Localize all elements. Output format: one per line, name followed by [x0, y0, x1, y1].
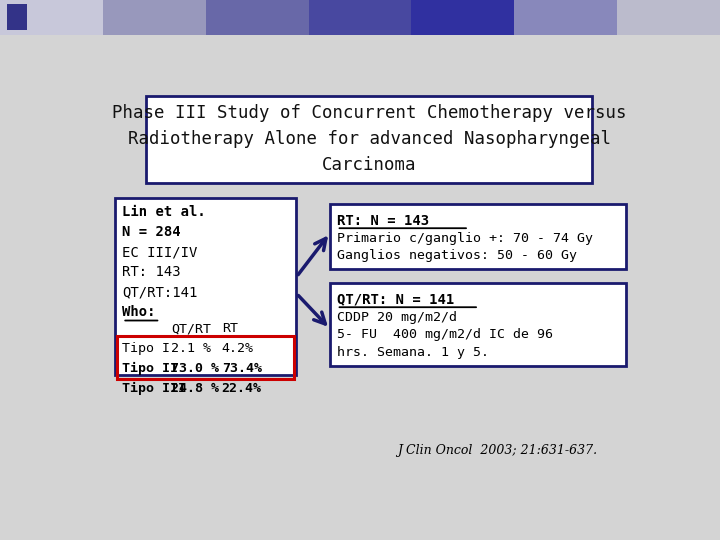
Text: RT: RT — [222, 322, 238, 335]
Text: 4.2%: 4.2% — [222, 342, 253, 355]
Bar — [0, 0, 103, 35]
FancyBboxPatch shape — [330, 283, 626, 366]
Text: hrs. Semana. 1 y 5.: hrs. Semana. 1 y 5. — [337, 346, 489, 359]
Text: Tipo I: Tipo I — [122, 342, 171, 355]
Text: Who:: Who: — [122, 305, 156, 319]
Text: 5- FU  400 mg/m2/d IC de 96: 5- FU 400 mg/m2/d IC de 96 — [337, 328, 553, 341]
Text: J Clin Oncol  2003; 21:631-637.: J Clin Oncol 2003; 21:631-637. — [397, 444, 598, 457]
Bar — [617, 0, 720, 35]
FancyBboxPatch shape — [115, 198, 297, 375]
Text: Phase III Study of Concurrent Chemotherapy versus
Radiotherapy Alone for advance: Phase III Study of Concurrent Chemothera… — [112, 104, 626, 173]
Text: 24.8 %: 24.8 % — [171, 382, 220, 395]
Text: Tipo II: Tipo II — [122, 362, 179, 375]
Bar — [309, 0, 411, 35]
Text: RT: 143: RT: 143 — [122, 265, 181, 279]
Text: Ganglios negativos: 50 - 60 Gy: Ganglios negativos: 50 - 60 Gy — [337, 249, 577, 262]
Bar — [514, 0, 617, 35]
FancyBboxPatch shape — [330, 204, 626, 268]
Text: CDDP 20 mg/m2/d: CDDP 20 mg/m2/d — [337, 310, 456, 323]
Text: EC III/IV: EC III/IV — [122, 245, 198, 259]
Text: Lin et al.: Lin et al. — [122, 205, 206, 219]
Text: 22.4%: 22.4% — [222, 382, 261, 395]
Text: Tipo III: Tipo III — [122, 382, 186, 395]
FancyBboxPatch shape — [145, 96, 593, 183]
Text: Primario c/ganglio +: 70 - 74 Gy: Primario c/ganglio +: 70 - 74 Gy — [337, 232, 593, 245]
Text: N = 284: N = 284 — [122, 225, 181, 239]
Text: 2.1 %: 2.1 % — [171, 342, 212, 355]
Bar — [206, 0, 309, 35]
Bar — [103, 0, 206, 35]
Text: RT: N = 143: RT: N = 143 — [337, 214, 429, 228]
Text: QT/RT:141: QT/RT:141 — [122, 285, 198, 299]
Bar — [411, 0, 514, 35]
Text: 73.4%: 73.4% — [222, 362, 261, 375]
Text: QT/RT: QT/RT — [171, 322, 212, 335]
Text: QT/RT: N = 141: QT/RT: N = 141 — [337, 293, 454, 307]
Text: 73.0 %: 73.0 % — [171, 362, 220, 375]
